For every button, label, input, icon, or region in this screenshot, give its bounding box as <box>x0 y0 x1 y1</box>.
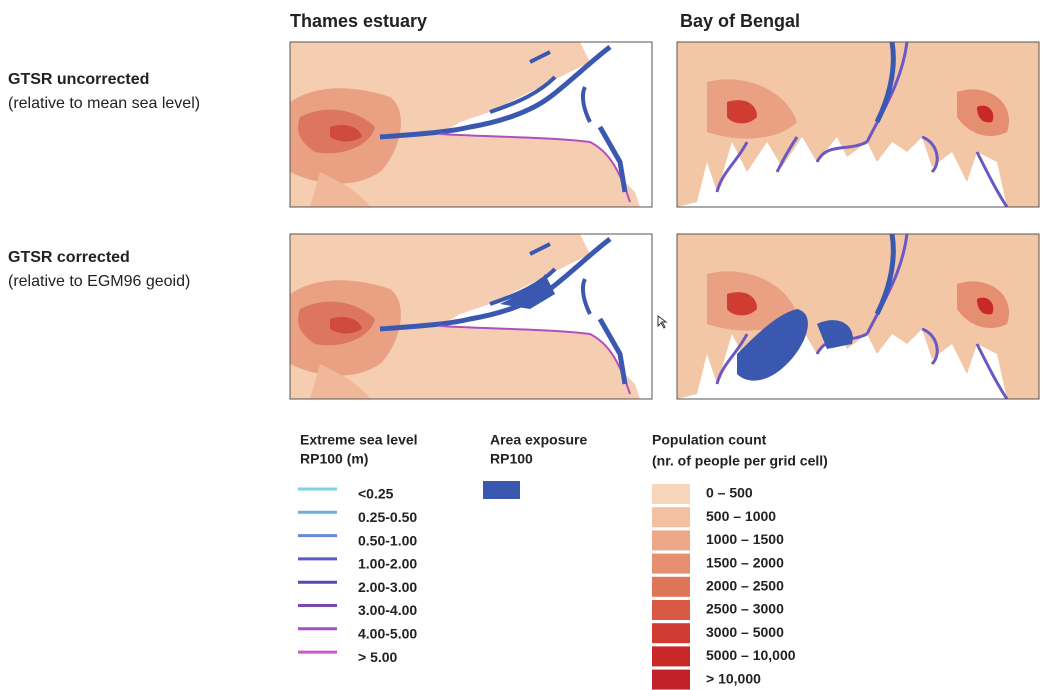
map-bengal-uncorrected <box>677 42 1039 207</box>
legend-label: <0.25 <box>358 486 394 502</box>
legend-title: Area exposure <box>490 432 587 448</box>
legend-title: Population count <box>652 432 767 448</box>
legend-swatch <box>652 507 690 527</box>
legend-label: 0.50-1.00 <box>358 532 417 548</box>
legend-swatch <box>652 670 690 690</box>
map-bengal-corrected <box>677 234 1039 399</box>
legend-label: 0 – 500 <box>706 485 753 501</box>
map-thames-uncorrected <box>290 42 652 207</box>
legend-swatch <box>652 554 690 574</box>
legend-title: RP100 <box>490 451 533 467</box>
legend-label: 2000 – 2500 <box>706 578 784 594</box>
legend-swatch <box>483 481 520 499</box>
legend-label: 4.00-5.00 <box>358 626 417 642</box>
legend-label: > 10,000 <box>706 670 761 686</box>
legend-label: 3.00-4.00 <box>358 602 417 618</box>
cursor <box>658 316 666 328</box>
legend-title: (nr. of people per grid cell) <box>652 453 828 469</box>
column-title: Bay of Bengal <box>680 11 800 31</box>
legend-swatch <box>652 623 690 643</box>
legend-label: 5000 – 10,000 <box>706 647 796 663</box>
row-title: GTSR uncorrected <box>8 71 149 88</box>
row-title: GTSR corrected <box>8 249 130 266</box>
row-subtitle: (relative to EGM96 geoid) <box>8 273 190 290</box>
column-title: Thames estuary <box>290 11 427 31</box>
map-thames-corrected <box>290 234 652 399</box>
legend-label: 1.00-2.00 <box>358 556 417 572</box>
legend-label: 2500 – 3000 <box>706 601 784 617</box>
legend-label: 1000 – 1500 <box>706 531 784 547</box>
legend-label: 0.25-0.50 <box>358 509 417 525</box>
legend-title: RP100 (m) <box>300 451 368 467</box>
row-subtitle: (relative to mean sea level) <box>8 95 200 112</box>
legend-swatch <box>652 530 690 550</box>
legend-swatch <box>652 577 690 597</box>
legend-label: > 5.00 <box>358 649 398 665</box>
legend-swatch <box>652 646 690 666</box>
legend-title: Extreme sea level <box>300 432 418 448</box>
legend-label: 1500 – 2000 <box>706 554 784 570</box>
figure: Thames estuary Bay of Bengal GTSR uncorr… <box>0 0 1050 690</box>
legend-label: 500 – 1000 <box>706 508 776 524</box>
legend-swatch <box>652 600 690 620</box>
legend-label: 2.00-3.00 <box>358 579 417 595</box>
legend-label: 3000 – 5000 <box>706 624 784 640</box>
legend-swatch <box>652 484 690 504</box>
